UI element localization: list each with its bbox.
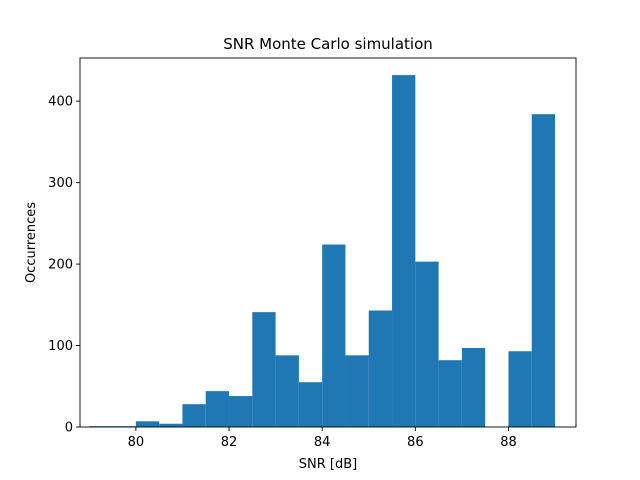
x-tick-label: 82 bbox=[221, 435, 238, 450]
histogram-bar bbox=[392, 75, 416, 427]
histogram-bar bbox=[531, 114, 556, 428]
y-axis-label: Occurrences bbox=[24, 202, 39, 283]
histogram-bar bbox=[298, 382, 323, 427]
histogram-bar bbox=[205, 391, 230, 427]
x-axis-label: SNR [dB] bbox=[299, 457, 357, 472]
histogram-bar bbox=[368, 310, 393, 427]
histogram-bar bbox=[229, 396, 253, 427]
x-tick-label: 84 bbox=[314, 435, 331, 450]
histogram-bars bbox=[89, 75, 556, 428]
x-tick-label: 86 bbox=[407, 435, 424, 450]
y-tick-label: 0 bbox=[65, 421, 73, 436]
chart-title: SNR Monte Carlo simulation bbox=[223, 35, 433, 53]
y-tick-label: 100 bbox=[48, 339, 73, 354]
x-tick-label: 80 bbox=[128, 435, 145, 450]
y-tick-label: 300 bbox=[48, 176, 73, 191]
histogram-bar bbox=[345, 355, 369, 427]
x-axis-ticks: 80 82 84 86 88 bbox=[128, 427, 517, 450]
histogram-bar bbox=[322, 244, 346, 427]
histogram-bar bbox=[252, 312, 276, 427]
plot-frame bbox=[79, 57, 577, 428]
y-axis-ticks: 0 100 200 300 400 bbox=[48, 95, 80, 436]
histogram-bar bbox=[508, 351, 532, 427]
histogram-bar bbox=[275, 355, 299, 427]
x-tick-label: 88 bbox=[500, 435, 517, 450]
y-tick-label: 400 bbox=[48, 95, 73, 110]
histogram-bar bbox=[159, 423, 183, 427]
histogram-bar bbox=[135, 421, 160, 427]
histogram-bar bbox=[461, 347, 486, 427]
histogram-bar bbox=[182, 404, 206, 427]
histogram-bar bbox=[438, 360, 462, 427]
y-tick-label: 200 bbox=[48, 258, 73, 273]
histogram-bar bbox=[415, 261, 439, 427]
